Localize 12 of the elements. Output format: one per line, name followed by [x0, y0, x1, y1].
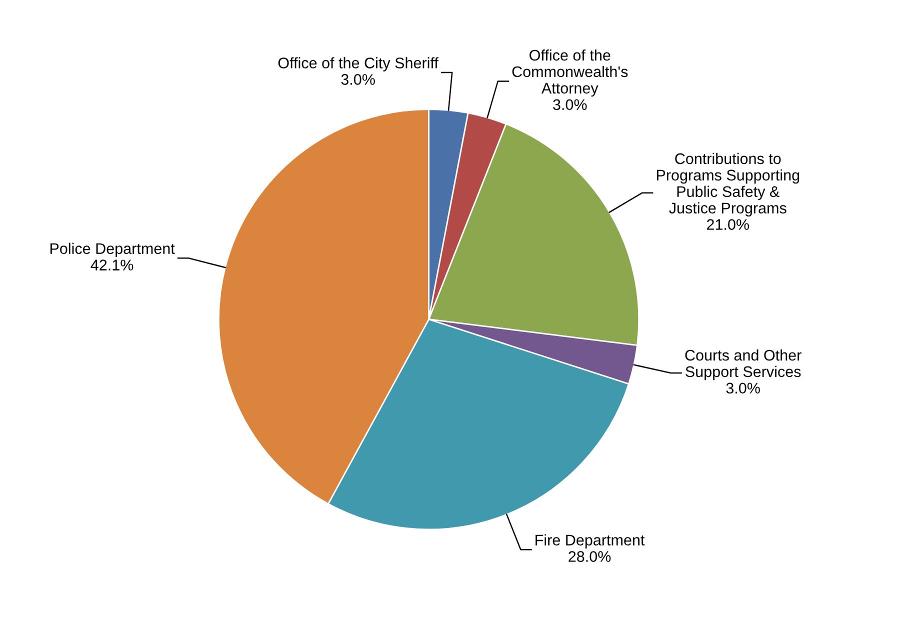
slice-label: Police Department — [50, 242, 175, 258]
slice-label: Fire Department — [536, 534, 645, 549]
data-label: 28.0% — [568, 551, 611, 562]
slice-label: Courts and Other Support Services — [685, 349, 802, 380]
data-label: 3.0% — [341, 74, 375, 85]
data-label: 3.0% — [553, 99, 587, 110]
slice-label: Office of the City Sheriff — [278, 57, 438, 72]
data-label: 21.0% — [706, 219, 749, 230]
data-label: 3.0% — [726, 382, 760, 394]
slice-label: Office of the Commonwealth's Attorney — [512, 49, 628, 97]
slice-label: Contributions to Programs Supporting Public Safety & Justice Programs — [656, 152, 800, 217]
data-label: 42.1% — [90, 260, 134, 270]
